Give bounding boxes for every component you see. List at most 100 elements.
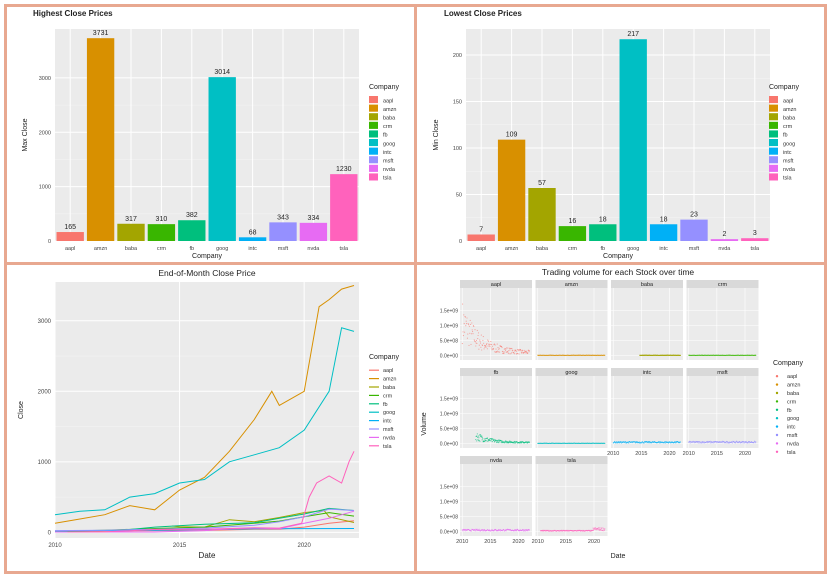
- y-tick-label: 0.0e+00: [440, 442, 458, 448]
- volume-point-tsla: [597, 527, 599, 529]
- volume-point-aapl: [515, 349, 517, 351]
- x-tick-label: 2010: [532, 539, 544, 545]
- volume-point-fb: [485, 440, 487, 442]
- volume-point-tsla: [596, 529, 598, 531]
- volume-point-msft: [713, 442, 715, 444]
- volume-point-msft: [715, 440, 718, 443]
- volume-point-aapl: [470, 333, 472, 335]
- volume-point-fb: [498, 442, 500, 444]
- volume-point-msft: [706, 442, 708, 444]
- volume-point-tsla: [592, 529, 595, 531]
- volume-point-intc: [620, 440, 622, 443]
- facet-panel-fb: [460, 376, 532, 448]
- data-label-crm: 310: [156, 216, 168, 223]
- volume-point-aapl: [528, 350, 530, 352]
- bar-tsla: [330, 174, 358, 241]
- volume-point-intc: [674, 440, 676, 443]
- legend-key-tsla: [369, 173, 378, 181]
- series-line-msft: [54, 508, 355, 532]
- volume-point-aapl: [472, 333, 474, 335]
- data-label-crm: 16: [569, 218, 577, 225]
- legend-label-goog: goog: [787, 416, 799, 422]
- legend-label-amzn: amzn: [383, 377, 396, 383]
- volume-point-aapl: [476, 329, 478, 331]
- volume-point-intc: [675, 442, 677, 444]
- volume-point-fb: [504, 442, 506, 444]
- volume-point-aapl: [466, 317, 468, 319]
- volume-point-aapl: [491, 349, 493, 351]
- legend-label-crm: crm: [787, 399, 797, 405]
- legend-label-tsla: tsla: [383, 444, 393, 450]
- facet-strip-tsla: [535, 456, 608, 464]
- panel-divider-horizontal: [4, 262, 827, 265]
- volume-point-intc: [648, 441, 650, 443]
- volume-point-nvda: [462, 530, 464, 532]
- volume-point-aapl: [487, 339, 489, 341]
- facet-panel-tsla: [535, 464, 608, 536]
- legend-key-tsla: [775, 450, 779, 453]
- volume-point-aapl: [479, 339, 481, 341]
- volume-point-fb: [516, 440, 518, 443]
- bar-goog: [208, 77, 236, 241]
- volume-point-msft: [742, 442, 744, 444]
- volume-point-tsla: [597, 528, 599, 530]
- x-tick-label: 2015: [711, 451, 723, 457]
- volume-point-msft: [753, 441, 755, 444]
- data-label-fb: 382: [186, 212, 198, 219]
- legend-key-msft: [769, 156, 778, 164]
- volume-point-aapl: [463, 323, 465, 325]
- volume-point-aapl: [487, 345, 489, 347]
- series-line-baba: [172, 509, 355, 528]
- volume-point-intc: [664, 442, 666, 444]
- volume-point-aapl: [463, 314, 465, 316]
- x-tick-label-msft: msft: [278, 246, 289, 252]
- volume-point-aapl: [475, 339, 478, 341]
- facet-strip-aapl: [460, 280, 532, 288]
- volume-point-msft: [741, 442, 743, 444]
- volume-point-aapl: [523, 349, 525, 351]
- legend-label-baba: baba: [787, 391, 800, 397]
- x-tick-label: 2010: [456, 539, 468, 545]
- legend-label-msft: msft: [383, 159, 394, 165]
- legend-label-aapl: aapl: [383, 368, 393, 374]
- volume-point-aapl: [486, 342, 488, 345]
- volume-point-intc: [642, 441, 644, 443]
- volume-point-fb: [482, 438, 484, 440]
- volume-point-aapl: [486, 348, 488, 350]
- y-axis-label: Close: [18, 401, 25, 419]
- volume-point-fb: [483, 438, 485, 440]
- volume-point-tsla: [598, 529, 600, 531]
- legend-label-nvda: nvda: [787, 441, 800, 447]
- legend-key-tsla: [769, 173, 778, 181]
- volume-point-nvda: [464, 530, 466, 532]
- data-label-nvda: 334: [308, 215, 320, 222]
- y-tick-label: 0.0e+00: [440, 530, 458, 536]
- volume-point-intc: [616, 441, 618, 443]
- y-tick-label: 1000: [39, 185, 51, 191]
- volume-point-nvda: [514, 529, 516, 531]
- lowest-close-chart: Lowest Close Prices 0 50 100 150 200 7 aapl 109 a…: [433, 9, 799, 260]
- legend-label-aapl: aapl: [787, 374, 797, 380]
- legend-key-intc: [775, 425, 779, 428]
- volume-point-aapl: [473, 339, 475, 341]
- legend-key-fb: [769, 130, 778, 138]
- volume-point-tsla: [600, 528, 602, 530]
- volume-point-nvda: [483, 530, 485, 532]
- volume-point-fb: [514, 442, 517, 444]
- volume-point-aapl: [470, 343, 472, 345]
- volume-point-nvda: [482, 529, 484, 531]
- volume-point-nvda: [490, 530, 492, 532]
- volume-point-crm: [755, 354, 757, 356]
- x-tick-label-crm: crm: [157, 246, 167, 252]
- volume-point-fb: [496, 441, 498, 443]
- data-label-msft: 23: [690, 212, 698, 219]
- facet-label-msft: msft: [717, 370, 728, 376]
- volume-point-msft: [736, 440, 738, 442]
- volume-point-fb: [485, 437, 487, 440]
- volume-point-aapl: [480, 346, 482, 348]
- legend-label-crm: crm: [783, 124, 793, 130]
- volume-point-intc: [665, 442, 667, 444]
- volume-point-aapl: [504, 351, 506, 353]
- y-tick-label: 1.0e+09: [440, 324, 458, 330]
- volume-point-msft: [754, 440, 756, 442]
